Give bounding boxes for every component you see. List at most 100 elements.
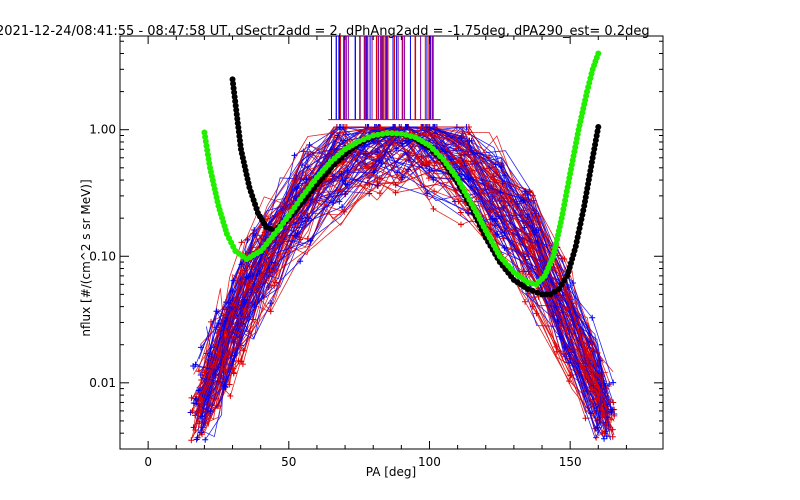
trace-marker xyxy=(430,205,437,212)
trace-line xyxy=(195,126,612,413)
trace-marker xyxy=(193,436,200,443)
trace-marker xyxy=(457,209,464,216)
trace-marker xyxy=(215,320,222,327)
trace-line xyxy=(205,126,605,435)
fit-point xyxy=(384,130,391,137)
trace-marker xyxy=(601,435,608,442)
fit-point xyxy=(235,124,242,131)
fit-point xyxy=(229,76,236,83)
fit-point xyxy=(529,287,536,294)
fit-point xyxy=(555,286,562,293)
trace-marker xyxy=(215,330,222,337)
trace-marker xyxy=(589,314,596,321)
fit-point xyxy=(566,175,573,182)
trace-marker xyxy=(604,421,611,428)
x-tick-label: 0 xyxy=(144,455,152,469)
trace-marker xyxy=(192,426,199,433)
trace-marker xyxy=(207,408,214,415)
fit-point xyxy=(393,130,400,137)
fit-point xyxy=(565,179,572,186)
trace-marker xyxy=(583,372,590,379)
trace-marker xyxy=(343,124,350,131)
fit-point xyxy=(595,50,602,57)
trace-marker xyxy=(597,404,604,411)
trace-marker xyxy=(307,237,314,244)
trace-marker xyxy=(458,135,465,142)
fit-point xyxy=(562,192,569,199)
fit-point xyxy=(576,225,583,232)
trace-marker xyxy=(197,372,204,379)
trace-marker xyxy=(344,181,351,188)
trace-line xyxy=(194,126,612,431)
fit-point xyxy=(232,102,239,109)
trace-marker xyxy=(190,363,197,370)
fit-point xyxy=(233,106,240,113)
fit-point xyxy=(559,210,566,217)
fit-point xyxy=(232,98,239,105)
fit-point xyxy=(388,130,395,137)
trace-marker xyxy=(500,199,507,206)
fit-point xyxy=(564,183,571,190)
fit-point xyxy=(360,136,367,143)
trace-marker xyxy=(238,239,245,246)
trace-marker xyxy=(501,229,508,236)
trace-marker xyxy=(229,288,236,295)
fit-point xyxy=(230,80,237,87)
trace-marker xyxy=(455,198,462,205)
trace-marker xyxy=(246,283,253,290)
fit-point xyxy=(233,111,240,118)
trace-marker xyxy=(465,174,472,181)
trace-marker xyxy=(277,238,284,245)
trace-marker xyxy=(376,175,383,182)
trace-marker xyxy=(610,379,617,386)
trace-marker xyxy=(561,344,568,351)
trace-marker xyxy=(273,279,280,286)
trace-marker xyxy=(339,203,346,210)
fit-point xyxy=(407,133,414,140)
trace-marker xyxy=(374,182,381,189)
x-tick-label: 100 xyxy=(418,455,441,469)
trace-marker xyxy=(196,368,203,375)
trace-marker xyxy=(456,156,463,163)
x-axis-label: PA [deg] xyxy=(366,465,416,479)
fit-point xyxy=(202,133,209,140)
fit-point xyxy=(234,120,241,127)
fit-point xyxy=(534,289,541,296)
trace-marker xyxy=(392,189,399,196)
trace-marker xyxy=(594,424,601,431)
trace-line xyxy=(200,126,604,408)
trace-marker xyxy=(501,244,508,251)
trace-marker xyxy=(376,190,383,197)
trace-marker xyxy=(197,394,204,401)
data-traces xyxy=(187,124,618,444)
fit-point xyxy=(578,216,585,223)
fit-point xyxy=(206,160,213,167)
trace-marker xyxy=(389,124,396,131)
fit-point xyxy=(562,197,569,204)
trace-line xyxy=(190,126,604,441)
trace-line xyxy=(200,126,615,417)
trace-marker xyxy=(222,357,229,364)
fit-point xyxy=(374,131,381,138)
fit-point xyxy=(561,201,568,208)
trace-marker xyxy=(297,258,304,265)
trace-line xyxy=(198,129,603,439)
fit-point xyxy=(561,277,568,284)
fit-point xyxy=(237,141,244,148)
fit-point xyxy=(231,93,238,100)
trace-marker xyxy=(608,416,615,423)
trace-marker xyxy=(336,198,343,205)
fit-point xyxy=(204,151,211,158)
y-tick-label: 0.10 xyxy=(89,249,116,263)
plot-frame xyxy=(119,35,664,450)
fit-point xyxy=(560,206,567,213)
fit-point xyxy=(563,188,570,195)
trace-line xyxy=(198,136,608,424)
trace-marker xyxy=(221,320,228,327)
trace-marker xyxy=(610,399,617,406)
trace-marker xyxy=(366,174,373,181)
fit-point xyxy=(575,229,582,236)
fit-point xyxy=(573,238,580,245)
fit-point xyxy=(403,131,410,138)
